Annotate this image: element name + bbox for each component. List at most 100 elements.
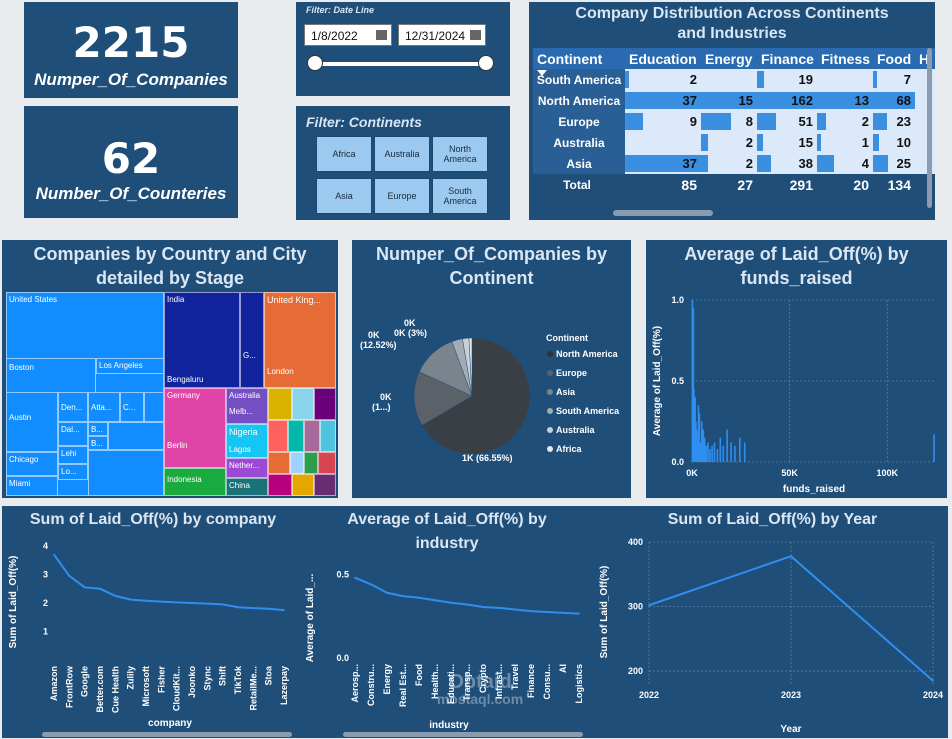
matrix-column-header[interactable]: Food bbox=[873, 48, 915, 69]
treemap-tile-miami[interactable]: Miami bbox=[6, 476, 58, 496]
treemap-tile-small[interactable] bbox=[108, 422, 164, 450]
continent-option-africa[interactable]: Africa bbox=[316, 136, 372, 172]
continent-option-europe[interactable]: Europe bbox=[374, 178, 430, 214]
matrix-cell[interactable]: 25 bbox=[873, 153, 915, 174]
matrix-cell[interactable]: 2 bbox=[701, 132, 757, 153]
matrix-cell[interactable] bbox=[625, 132, 701, 153]
matrix-column-header[interactable]: Energy bbox=[701, 48, 757, 69]
matrix-corner[interactable]: Continent bbox=[533, 48, 625, 69]
treemap-tile-other[interactable] bbox=[292, 474, 314, 496]
treemap-tile-dallas[interactable]: Dal... bbox=[58, 422, 88, 446]
treemap-tile-netherlands[interactable]: Nether... bbox=[226, 458, 268, 478]
treemap-tile-small[interactable] bbox=[88, 450, 164, 496]
treemap-tile-other[interactable] bbox=[268, 452, 290, 474]
matrix-cell[interactable]: 9 bbox=[625, 111, 701, 132]
date-slider-start-handle[interactable] bbox=[307, 55, 323, 71]
matrix-cell[interactable] bbox=[701, 69, 757, 90]
end-date-input[interactable]: 12/31/2024 bbox=[398, 24, 486, 46]
start-date-input[interactable]: 1/8/2022 bbox=[304, 24, 392, 46]
matrix-sort-icon[interactable] bbox=[537, 70, 547, 76]
treemap-tile-b2[interactable]: B... bbox=[88, 436, 108, 450]
calendar-icon[interactable] bbox=[470, 30, 481, 40]
matrix-column-header[interactable]: Education bbox=[625, 48, 701, 69]
matrix-cell[interactable]: 37 bbox=[625, 153, 701, 174]
treemap-tile-austin[interactable]: Austin bbox=[6, 392, 58, 452]
matrix-cell[interactable]: 38 bbox=[757, 153, 817, 174]
matrix-cell[interactable] bbox=[817, 69, 873, 90]
matrix-row-header[interactable]: North America bbox=[533, 90, 625, 111]
treemap-tile-nigeria[interactable]: Nigeria Lagos bbox=[226, 424, 268, 458]
matrix-cell[interactable]: 2 bbox=[625, 69, 701, 90]
matrix-cell[interactable]: 23 bbox=[873, 111, 915, 132]
company-chart-scrollbar[interactable] bbox=[42, 732, 292, 737]
matrix-cell[interactable]: 15 bbox=[757, 132, 817, 153]
treemap-tile-other[interactable] bbox=[314, 474, 336, 496]
treemap-tile-other[interactable] bbox=[304, 452, 318, 474]
treemap-tile-other[interactable] bbox=[292, 388, 314, 420]
continent-option-asia[interactable]: Asia bbox=[316, 178, 372, 214]
matrix-cell[interactable] bbox=[915, 132, 935, 153]
matrix-cell[interactable]: 10 bbox=[873, 132, 915, 153]
treemap-tile-small[interactable] bbox=[144, 392, 164, 422]
treemap-tile-denver[interactable]: Den... bbox=[58, 392, 88, 422]
matrix-column-header[interactable]: H bbox=[915, 48, 935, 69]
treemap-tile-lehi[interactable]: Lehi bbox=[58, 446, 88, 464]
matrix-cell[interactable]: 7 bbox=[873, 69, 915, 90]
matrix-row-header[interactable]: South America bbox=[533, 69, 625, 90]
matrix-cell[interactable]: 13 bbox=[817, 90, 873, 111]
matrix-cell[interactable]: 15 bbox=[701, 90, 757, 111]
date-slider-end-handle[interactable] bbox=[478, 55, 494, 71]
continent-option-south-america[interactable]: South America bbox=[432, 178, 488, 214]
matrix-cell[interactable]: 2 bbox=[701, 153, 757, 174]
treemap-tile-g[interactable]: G... bbox=[240, 292, 264, 388]
treemap-tile-china[interactable]: China bbox=[226, 478, 268, 496]
treemap-tile-chicago[interactable]: Chicago bbox=[6, 452, 58, 476]
matrix-cell[interactable]: 1 bbox=[817, 132, 873, 153]
treemap-tile-b1[interactable]: B... bbox=[88, 422, 108, 436]
treemap-tile-other[interactable] bbox=[320, 420, 336, 452]
matrix-vertical-scrollbar[interactable] bbox=[927, 48, 932, 208]
continent-option-australia[interactable]: Australia bbox=[374, 136, 430, 172]
matrix-cell[interactable]: 68 bbox=[873, 90, 915, 111]
matrix-cell[interactable] bbox=[915, 153, 935, 174]
matrix-cell[interactable]: 162 bbox=[757, 90, 817, 111]
treemap-tile-united-kingdom[interactable]: United King... London bbox=[264, 292, 336, 388]
matrix-cell[interactable] bbox=[915, 69, 935, 90]
treemap-tile-australia[interactable]: Australia Melb... bbox=[226, 388, 268, 424]
treemap-tile-atlanta[interactable]: Atla... bbox=[88, 392, 120, 422]
continent-option-north-america[interactable]: North America bbox=[432, 136, 488, 172]
matrix-column-header[interactable]: Finance bbox=[757, 48, 817, 69]
matrix-cell[interactable]: 51 bbox=[757, 111, 817, 132]
calendar-icon[interactable] bbox=[376, 30, 387, 40]
treemap-tile-other[interactable] bbox=[288, 420, 304, 452]
treemap-tile-other[interactable] bbox=[304, 420, 320, 452]
treemap-tile-other[interactable] bbox=[318, 452, 336, 474]
matrix-cell[interactable] bbox=[915, 111, 935, 132]
treemap-tile-other[interactable] bbox=[268, 420, 288, 452]
matrix-cell[interactable]: 4 bbox=[817, 153, 873, 174]
matrix-row-header[interactable]: Asia bbox=[533, 153, 625, 174]
treemap-tile-other[interactable] bbox=[314, 388, 336, 420]
matrix-cell[interactable]: 2 bbox=[817, 111, 873, 132]
treemap-tile-germany[interactable]: Germany Berlin bbox=[164, 388, 226, 468]
pie-legend-title: Continent bbox=[546, 333, 588, 343]
treemap-tile-los-angeles[interactable]: Los Angeles bbox=[96, 358, 164, 374]
industry-chart-scrollbar[interactable] bbox=[343, 732, 583, 737]
treemap-tile-other[interactable] bbox=[268, 474, 292, 496]
matrix-cell[interactable] bbox=[915, 90, 935, 111]
treemap-tile-other[interactable] bbox=[268, 388, 292, 420]
kpi-countries-label: Number_Of_Counteries bbox=[35, 184, 227, 203]
treemap-tile-india[interactable]: India Bengaluru bbox=[164, 292, 240, 388]
treemap-tile-other[interactable] bbox=[290, 452, 304, 474]
date-slider-track[interactable] bbox=[314, 62, 486, 66]
matrix-cell[interactable]: 19 bbox=[757, 69, 817, 90]
treemap-tile-indonesia[interactable]: Indonesia bbox=[164, 468, 226, 496]
matrix-column-header[interactable]: Fitness bbox=[817, 48, 873, 69]
matrix-cell[interactable]: 37 bbox=[625, 90, 701, 111]
treemap-tile-lo[interactable]: Lo... bbox=[58, 464, 88, 480]
matrix-row-header[interactable]: Australia bbox=[533, 132, 625, 153]
treemap-tile-c[interactable]: C... bbox=[120, 392, 144, 422]
matrix-cell[interactable]: 8 bbox=[701, 111, 757, 132]
matrix-horizontal-scrollbar[interactable] bbox=[613, 210, 713, 216]
matrix-row-header[interactable]: Europe bbox=[533, 111, 625, 132]
